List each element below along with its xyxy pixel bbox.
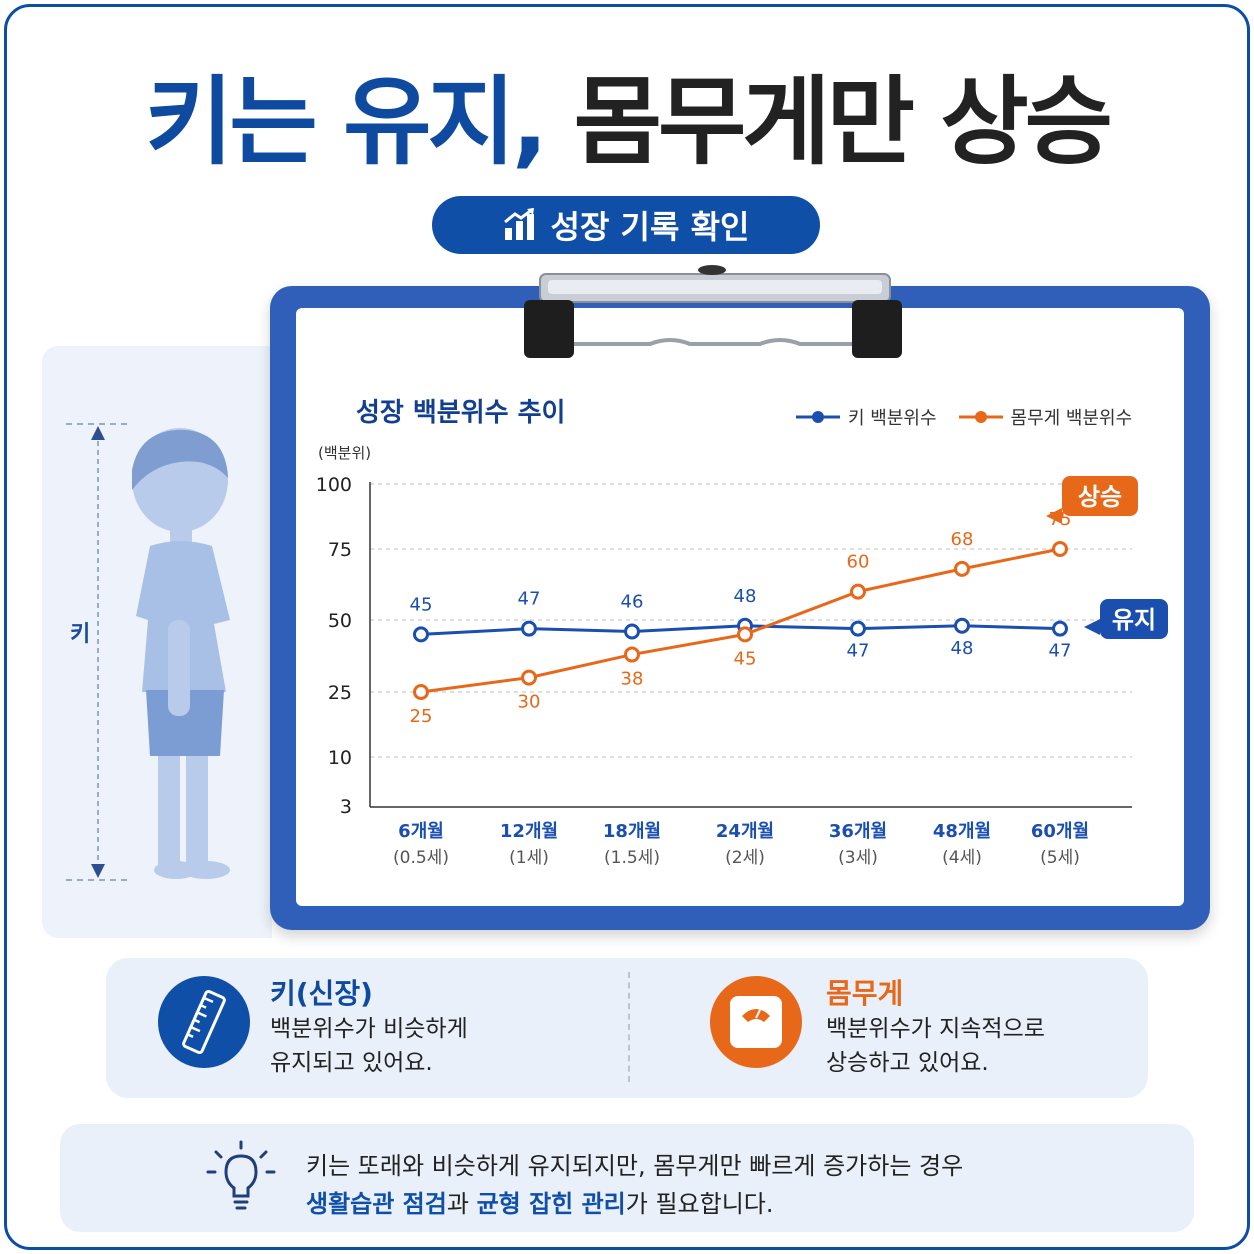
info-divider [628, 972, 630, 1082]
scale-icon [730, 996, 782, 1048]
data-point [954, 560, 970, 577]
y-tick-label: 100 [316, 474, 352, 496]
data-point [1052, 541, 1068, 557]
tip-box [60, 1124, 1194, 1232]
tip-emphasis-balance: 균형 잡힌 관리 [476, 1190, 626, 1218]
chart-title: 성장 백분위수 추이 [356, 398, 566, 428]
x-tick-label: 12개월 [500, 821, 558, 842]
legend-height-swatch [796, 411, 840, 423]
x-tick-sublabel: (5세) [1040, 848, 1080, 868]
weight-icon-circle [710, 976, 802, 1068]
data-label: 46 [621, 592, 644, 613]
headline-part2: 몸무게만 상승 [573, 66, 1113, 178]
data-label: 60 [847, 552, 870, 573]
x-tick-sublabel: (1세) [509, 848, 549, 868]
x-tick-label: 18개월 [603, 821, 661, 842]
data-point [521, 620, 537, 637]
data-label: 38 [621, 669, 644, 690]
x-tick-label: 6개월 [398, 821, 444, 842]
growth-record-pill: 성장 기록 확인 [432, 196, 820, 254]
weight-callout-box [1062, 476, 1138, 516]
legend-weight: 몸무게 백분위수 [958, 404, 1133, 430]
headline: 키는 유지, 몸무게만 상승 [0, 62, 1254, 182]
tip-ending: 가 필요합니다. [625, 1190, 774, 1218]
data-point [850, 583, 866, 600]
data-label: 48 [951, 638, 974, 659]
data-point [413, 684, 429, 700]
tip-connector: 과 [446, 1190, 477, 1218]
weight-info-line1: 백분위수가 지속적으로 [826, 1016, 1045, 1042]
tip-line2: 생활습관 점검과 균형 잡힌 관리가 필요합니다. [306, 1184, 774, 1219]
data-label: 47 [847, 641, 870, 662]
boy-silhouette [132, 428, 230, 879]
data-point [954, 617, 970, 634]
weight-info-line2: 상승하고 있어요. [826, 1050, 989, 1076]
weight-callout-tail [1046, 508, 1062, 524]
height-callout-box [1100, 599, 1168, 639]
x-tick-sublabel: (2세) [725, 848, 765, 868]
tip-line1: 키는 또래와 비슷하게 유지되지만, 몸무게만 빠르게 증가하는 경우 [306, 1152, 964, 1180]
data-point [521, 669, 537, 686]
tip-emphasis-lifestyle: 생활습관 점검 [306, 1190, 447, 1218]
bar-chart-up-icon [503, 208, 534, 240]
height-info-line1: 백분위수가 비슷하게 [270, 1016, 468, 1042]
legend-weight-label: 몸무게 백분위수 [1010, 408, 1133, 429]
y-tick-label: 25 [328, 682, 352, 704]
ruler-icon [182, 989, 226, 1055]
x-tick-sublabel: (0.5세) [393, 848, 449, 868]
x-tick-label: 36개월 [829, 821, 887, 842]
data-label: 47 [518, 589, 541, 610]
pill-label: 성장 기록 확인 [550, 208, 750, 246]
info-box [106, 958, 1148, 1098]
data-label: 48 [734, 586, 757, 607]
headline-part1: 키는 유지, [145, 66, 548, 178]
data-point [413, 626, 429, 643]
data-label: 47 [1049, 641, 1072, 662]
x-tick-sublabel: (1.5세) [604, 848, 660, 868]
data-label: 25 [410, 706, 433, 727]
data-label: 45 [734, 648, 757, 669]
y-tick-label: 75 [328, 539, 352, 561]
legend-height: 키 백분위수 [796, 404, 937, 430]
height-label: 키 [70, 622, 91, 647]
height-icon-circle [158, 976, 250, 1068]
y-tick-label: 50 [328, 610, 352, 632]
y-axis-label: (백분위) [318, 444, 371, 462]
x-tick-label: 48개월 [933, 821, 991, 842]
weight-info-title: 몸무게 [826, 977, 904, 1010]
chart-legend: 키 백분위수 몸무게 백분위수 [796, 404, 1132, 430]
x-tick-label: 60개월 [1031, 821, 1089, 842]
height-callout-tail [1084, 619, 1100, 635]
legend-weight-swatch [958, 411, 1003, 423]
x-tick-label: 24개월 [716, 821, 774, 842]
x-tick-sublabel: (4세) [942, 848, 982, 868]
data-point [1052, 620, 1068, 637]
legend-height-label: 키 백분위수 [848, 408, 937, 429]
height-info-line2: 유지되고 있어요. [270, 1050, 433, 1076]
x-tick-sublabel: (3세) [838, 848, 878, 868]
weight-callout-label: 상승 [1078, 483, 1122, 511]
data-point [850, 620, 866, 637]
y-tick-label: 3 [340, 796, 352, 818]
data-label: 45 [410, 594, 433, 615]
data-point [737, 626, 753, 643]
height-callout-label: 유지 [1112, 606, 1156, 634]
data-label: 68 [951, 529, 974, 550]
data-label: 30 [518, 692, 541, 713]
data-point [624, 623, 640, 640]
height-info-title: 키(신장) [270, 977, 373, 1010]
data-point [624, 646, 640, 663]
y-tick-label: 10 [328, 747, 352, 769]
lightbulb-icon [206, 1140, 276, 1210]
